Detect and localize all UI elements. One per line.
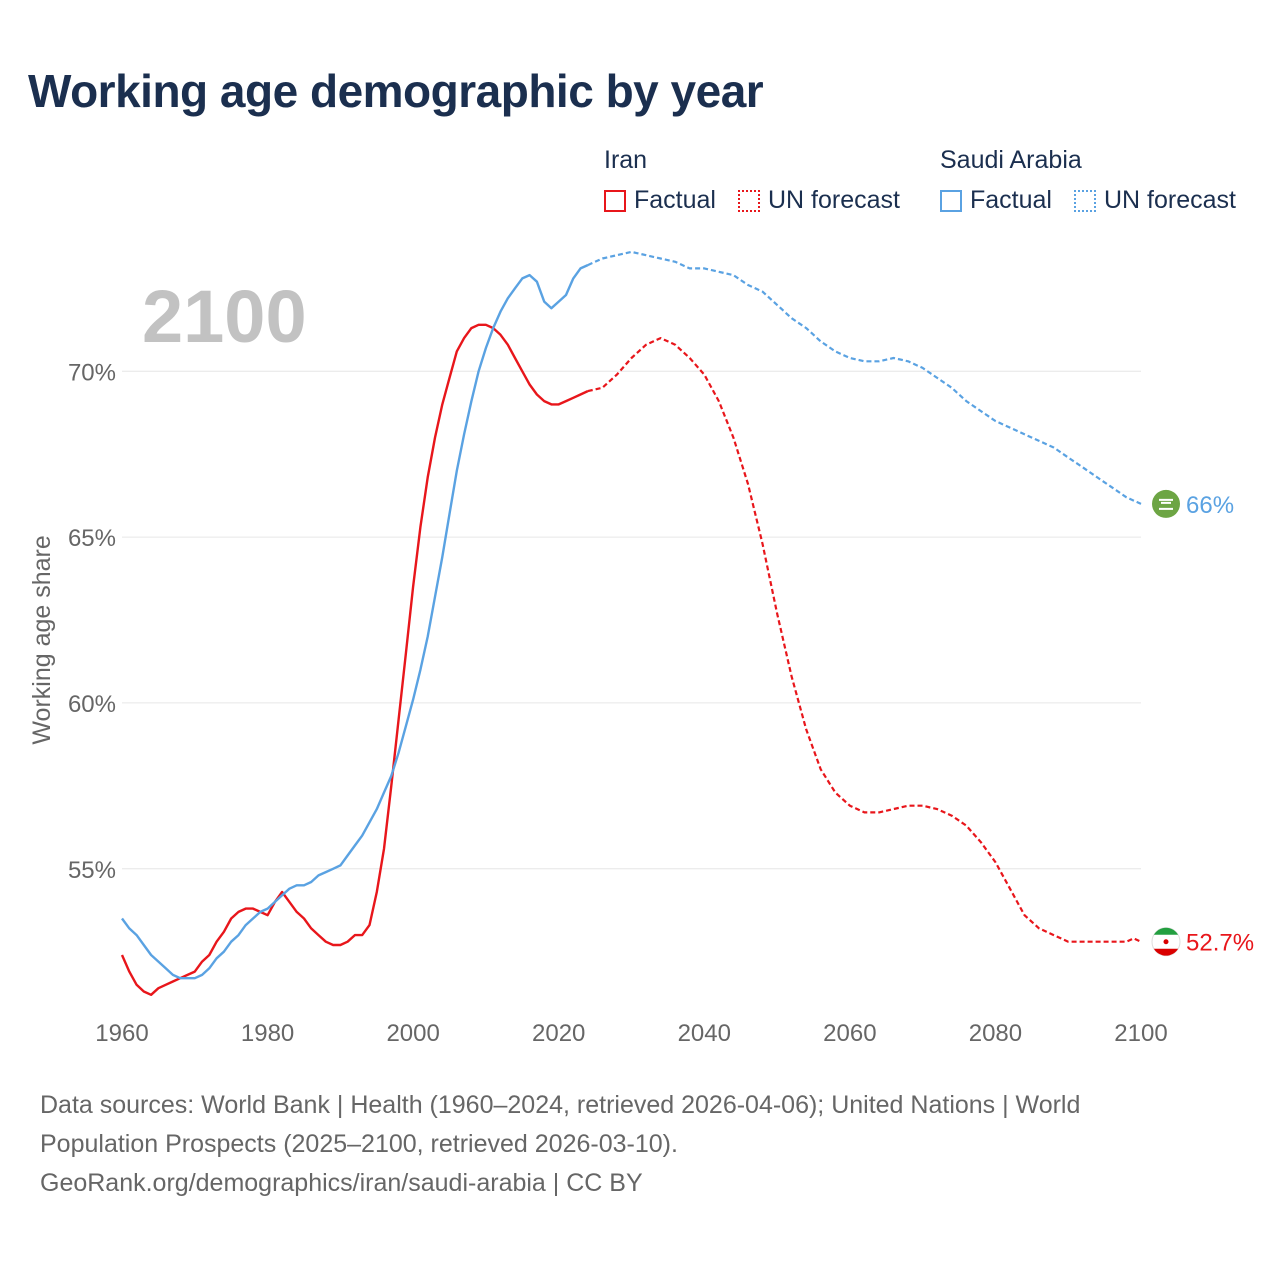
saudi-arabia-flag-icon — [1152, 489, 1180, 518]
y-tick-label: 65% — [68, 525, 116, 552]
legend-iran-forecast-swatch — [738, 189, 760, 212]
iran-forecast-line[interactable] — [587, 337, 1142, 943]
x-tick-label: 2020 — [532, 1020, 585, 1047]
x-tick-label: 1980 — [241, 1020, 294, 1047]
y-axis-ticks: 55% 60% 65% 70% — [68, 359, 116, 884]
legend-iran-forecast[interactable]: UN forecast — [738, 186, 900, 215]
x-tick-label: 2000 — [386, 1020, 439, 1047]
legend-iran-factual-swatch — [604, 189, 626, 212]
y-tick-label: 70% — [68, 359, 116, 386]
series — [120, 250, 1142, 996]
x-tick-label: 1960 — [95, 1020, 148, 1047]
legend-saudi-factual-swatch — [940, 189, 962, 212]
y-tick-label: 60% — [68, 691, 116, 718]
grid — [122, 370, 1141, 870]
footer: Data sources: World Bank | Health (1960–… — [40, 1086, 1140, 1203]
legend-iran-title: Iran — [604, 146, 648, 174]
legend-iran-factual-label: Factual — [634, 186, 716, 214]
legend-saudi-factual-label: Factual — [970, 186, 1052, 214]
legend-iran-factual[interactable]: Factual — [604, 186, 716, 215]
x-tick-label: 2040 — [678, 1020, 731, 1047]
y-tick-label: 55% — [68, 857, 116, 884]
legend-saudi-title: Saudi Arabia — [940, 146, 1082, 174]
iran-end-label: 52.7% — [1186, 930, 1254, 957]
legend-saudi-forecast[interactable]: UN forecast — [1074, 186, 1236, 215]
end-markers: 52.7% 66% — [1151, 489, 1254, 957]
legend-saudi-forecast-label: UN forecast — [1104, 186, 1236, 214]
y-axis-label: Working age share — [28, 535, 56, 744]
footer-attribution: GeoRank.org/demographics/iran/saudi-arab… — [40, 1169, 643, 1197]
iran-factual-line[interactable] — [120, 323, 589, 996]
legend-iran-forecast-label: UN forecast — [768, 186, 900, 214]
chart-title: Working age demographic by year — [28, 65, 764, 117]
x-tick-label: 2080 — [969, 1020, 1022, 1047]
saudi-arabia-factual-line[interactable] — [121, 264, 589, 980]
footer-sources: Data sources: World Bank | Health (1960–… — [40, 1091, 1081, 1158]
iran-flag-icon — [1151, 927, 1181, 957]
saudi-arabia-end-label: 66% — [1186, 492, 1234, 519]
year-watermark: 2100 — [142, 275, 307, 358]
legend-saudi-forecast-swatch — [1074, 189, 1096, 212]
x-tick-label: 2100 — [1114, 1020, 1167, 1047]
x-axis-ticks: 1960 1980 2000 2020 2040 2060 2080 2100 — [95, 1020, 1167, 1047]
x-tick-label: 2060 — [823, 1020, 876, 1047]
saudi-arabia-forecast-line[interactable] — [587, 250, 1142, 505]
legend-saudi-factual[interactable]: Factual — [940, 186, 1052, 215]
line-chart: 2100 55% 60% 65% 70% 1960 1980 2000 2020 2040 20… — [28, 250, 1254, 1047]
